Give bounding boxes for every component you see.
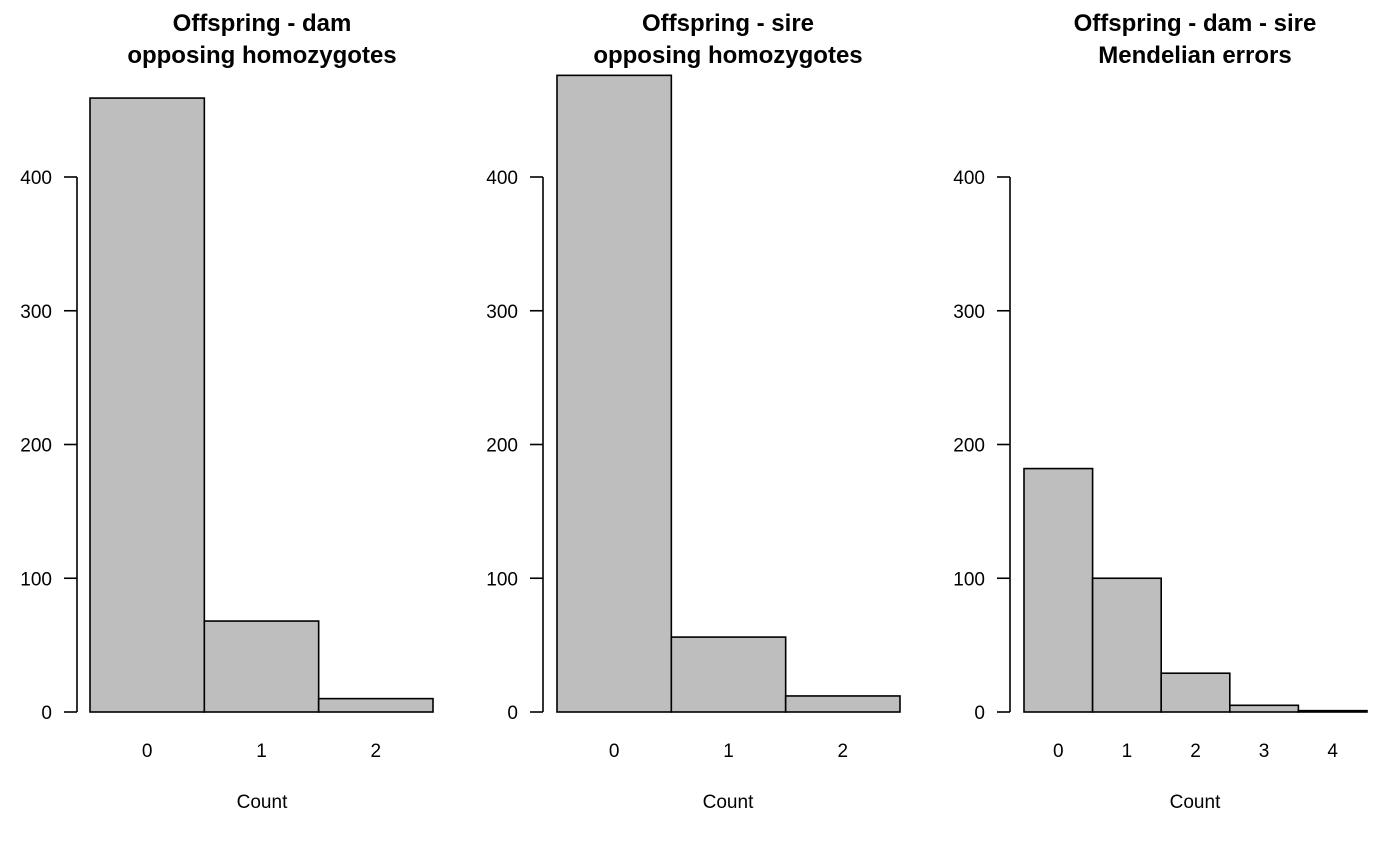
- y-tick-label: 200: [20, 436, 52, 457]
- x-tick-label: 1: [1122, 741, 1133, 762]
- chart-title-line-1: Offspring - sire: [642, 10, 814, 37]
- y-tick-label: 400: [953, 168, 985, 189]
- bar-2: [784, 695, 901, 713]
- x-tick-label: 3: [1259, 741, 1270, 762]
- y-tick-label: 200: [953, 436, 985, 457]
- y-tick-label: 100: [20, 569, 52, 590]
- x-tick-label: 4: [1327, 741, 1338, 762]
- chart-title-line-2: opposing homozygotes: [127, 42, 396, 69]
- bar-4: [1297, 709, 1368, 713]
- x-tick-label: 1: [723, 741, 734, 762]
- bar-0: [556, 74, 673, 713]
- chart-panel-1: Offspring - dam opposing homozygotes 0 1 2 Co…: [20, 10, 434, 813]
- bar-2: [317, 697, 434, 713]
- x-tick-label: 2: [838, 741, 849, 762]
- y-tick-label: 0: [974, 703, 985, 724]
- y-tick-label: 0: [41, 703, 52, 724]
- bar-1: [670, 636, 787, 713]
- chart-panel-2: Offspring - sire opposing homozygotes 0 1 2 C…: [486, 10, 901, 813]
- bar-0: [89, 97, 206, 713]
- bar-3: [1229, 704, 1300, 713]
- bar-0: [1023, 467, 1094, 713]
- bar-2: [1160, 672, 1231, 713]
- y-tick-label: 300: [953, 302, 985, 323]
- chart-title-line-2: opposing homozygotes: [593, 42, 862, 69]
- x-tick-label: 0: [609, 741, 620, 762]
- y-tick-label: 0: [507, 703, 518, 724]
- x-tick-label: 1: [256, 741, 267, 762]
- x-axis-title: Count: [237, 792, 288, 813]
- x-axis-title: Count: [1170, 792, 1221, 813]
- bar-1: [1091, 577, 1162, 713]
- y-tick-label: 100: [953, 569, 985, 590]
- y-tick-label: 100: [486, 569, 518, 590]
- y-tick-label: 300: [486, 302, 518, 323]
- chart-title-line-2: Mendelian errors: [1098, 42, 1291, 69]
- bar-1: [203, 620, 320, 713]
- y-tick-label: 400: [486, 168, 518, 189]
- y-tick-label: 400: [20, 168, 52, 189]
- x-axis-title: Count: [703, 792, 754, 813]
- chart-panel-3: Offspring - dam - sire Mendelian errors 0 1…: [953, 10, 1368, 813]
- chart-title-line-1: Offspring - dam - sire: [1074, 10, 1317, 37]
- x-tick-label: 2: [371, 741, 382, 762]
- x-tick-label: 0: [1053, 741, 1064, 762]
- x-tick-label: 0: [142, 741, 153, 762]
- y-tick-label: 300: [20, 302, 52, 323]
- chart-title-line-1: Offspring - dam: [173, 10, 352, 37]
- x-tick-label: 2: [1190, 741, 1201, 762]
- y-tick-label: 200: [486, 436, 518, 457]
